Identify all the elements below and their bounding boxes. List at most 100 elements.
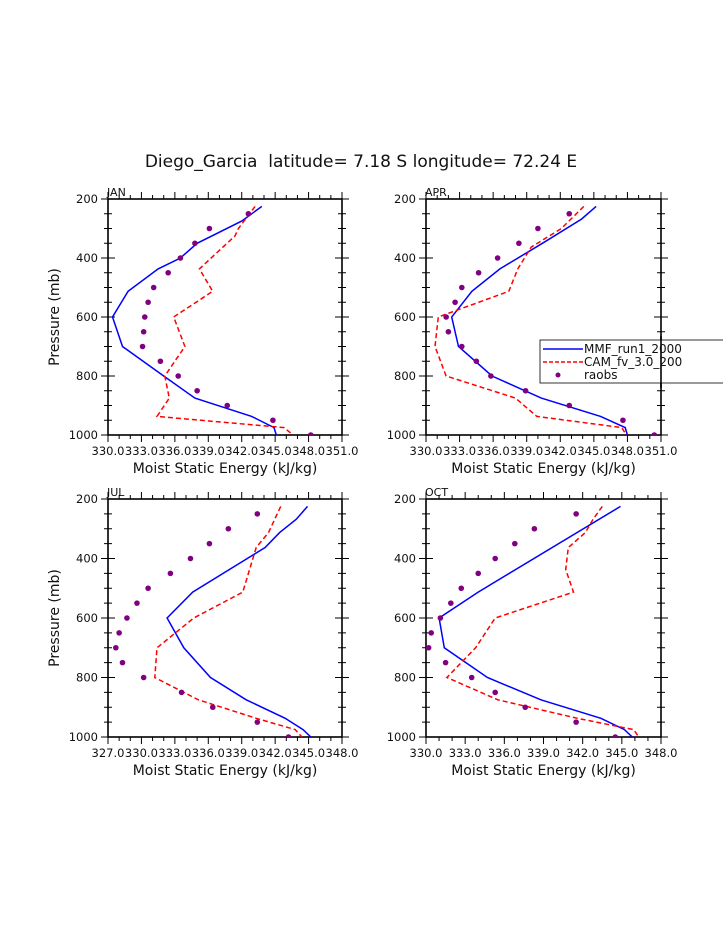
legend-entry-label: raobs: [584, 368, 618, 382]
raobs-point: [531, 525, 538, 532]
raobs-point: [308, 432, 314, 435]
raobs-point: [165, 269, 171, 276]
raobs-point: [192, 240, 198, 247]
raobs-point: [492, 689, 498, 696]
raobs-point: [178, 689, 185, 696]
legend-box: [539, 339, 723, 384]
x-tick-label: 348.0: [326, 746, 359, 760]
panel-oct: OCT 330.0 333.0 336.0 339.0 342.0 345.0 348.0 20…: [387, 486, 678, 779]
raobs-point: [225, 525, 232, 532]
y-tick-label: 1000: [69, 730, 98, 744]
x-tick-label: 342.0: [259, 746, 292, 760]
y-tick-label: 400: [76, 552, 98, 566]
y-tick-label: 800: [394, 671, 416, 685]
raobs-point: [573, 511, 579, 517]
y-tick-label: 400: [394, 251, 416, 265]
raobs-point: [426, 644, 432, 651]
y-tick-label: 600: [394, 310, 416, 324]
x-axis-label: Moist Static Energy (kJ/kg): [451, 763, 636, 779]
x-tick-label: 336.0: [488, 746, 521, 760]
raobs-point: [437, 615, 444, 621]
raobs-point: [206, 225, 213, 232]
raobs-point: [167, 570, 174, 577]
raobs-point: [145, 585, 151, 592]
raobs-point: [458, 585, 465, 592]
raobs-point: [651, 432, 658, 435]
plot-frame: [107, 498, 343, 738]
series-group: [426, 505, 640, 737]
raobs-point: [254, 511, 261, 517]
x-tick-label: 336.0: [158, 444, 191, 458]
raobs-point: [488, 373, 494, 379]
mmf-line: [438, 505, 633, 737]
raobs-point: [492, 555, 498, 562]
series-group: [111, 205, 314, 435]
raobs-point: [459, 284, 465, 291]
y-tick-label: 400: [394, 552, 416, 566]
raobs-point: [442, 659, 449, 666]
x-tick-label: 336.0: [477, 444, 510, 458]
panel-apr: APR 330.0 333.0 336.0 339.0 342.0 345.0 348.0 35…: [387, 186, 678, 477]
raobs-point: [177, 255, 184, 261]
panel-label: JUL: [106, 486, 125, 499]
y-tick-label: 400: [76, 251, 98, 265]
x-tick-label: 351.0: [326, 444, 359, 458]
x-tick-label: 339.0: [225, 746, 258, 760]
x-tick-label: 327.0: [92, 746, 125, 760]
mmf-line: [166, 505, 312, 737]
x-tick-label: 348.0: [645, 746, 678, 760]
raobs-point: [116, 630, 122, 636]
x-axis-label: Moist Static Energy (kJ/kg): [133, 461, 318, 477]
raobs-point: [206, 540, 213, 547]
raobs-point: [494, 255, 501, 261]
raobs-point: [516, 240, 522, 247]
y-tick-label: 600: [394, 611, 416, 625]
raobs-point: [141, 314, 148, 320]
raobs-point: [448, 600, 454, 606]
cam-line: [154, 506, 303, 737]
x-axis-label: Moist Static Energy (kJ/kg): [451, 461, 636, 477]
raobs-point: [445, 328, 452, 335]
x-tick-label: 333.0: [449, 746, 482, 760]
x-tick-label: 342.0: [544, 444, 577, 458]
raobs-point: [245, 210, 252, 217]
x-tick-label: 348.0: [611, 444, 644, 458]
panel-label: JAN: [106, 186, 126, 199]
raobs-point: [140, 674, 147, 681]
x-tick-label: 345.0: [292, 746, 325, 760]
raobs-point: [254, 719, 261, 725]
x-tick-label: 336.0: [192, 746, 225, 760]
mmf-line: [450, 205, 629, 435]
x-axis-label: Moist Static Energy (kJ/kg): [133, 763, 318, 779]
raobs-point: [150, 284, 157, 291]
y-tick-label: 200: [394, 492, 416, 506]
raobs-point: [535, 225, 541, 232]
y-tick-label: 800: [394, 369, 416, 383]
raobs-point: [573, 719, 579, 725]
y-tick-label: 1000: [69, 428, 98, 442]
raobs-point: [473, 358, 480, 365]
raobs-point: [468, 674, 475, 681]
plot-frame: [425, 198, 662, 436]
y-axis-label: Pressure (mb): [47, 569, 63, 667]
raobs-point: [194, 387, 200, 394]
raobs-point: [511, 540, 518, 547]
raobs-point: [145, 299, 151, 306]
raobs-point: [522, 387, 529, 394]
x-tick-label: 330.0: [92, 444, 125, 458]
y-tick-label: 800: [76, 671, 98, 685]
raobs-point: [612, 734, 619, 737]
chart-title: Diego_Garcia latitude= 7.18 S longitude=…: [145, 152, 577, 172]
x-tick-label: 345.0: [577, 444, 610, 458]
x-tick-label: 342.0: [225, 444, 258, 458]
raobs-point: [475, 570, 482, 577]
cam-line: [155, 205, 294, 435]
x-tick-label: 348.0: [292, 444, 325, 458]
y-tick-label: 600: [76, 310, 98, 324]
cam-line: [445, 505, 640, 737]
raobs-point: [134, 600, 140, 606]
raobs-point: [443, 314, 449, 320]
raobs-point: [459, 343, 465, 350]
raobs-point: [124, 615, 130, 621]
